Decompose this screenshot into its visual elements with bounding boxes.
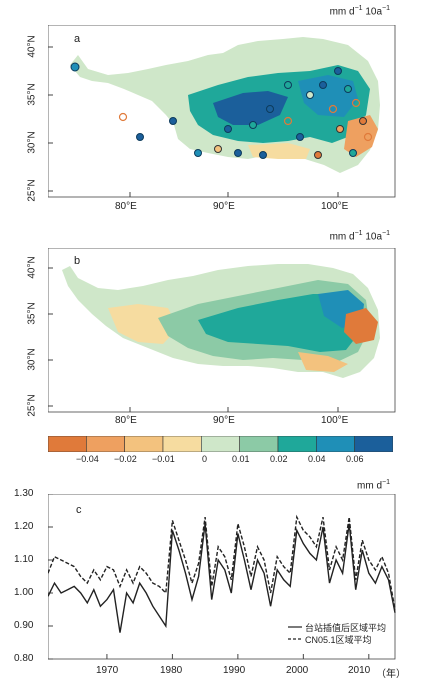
unit-mid: 10a (362, 231, 383, 243)
panel-c-unit: mm d−1 (357, 479, 390, 491)
colorbar-swatch (316, 436, 355, 452)
legend-label: CN05.1区域平均 (305, 634, 372, 645)
colorbar-label: 0.01 (232, 454, 250, 464)
unit-mid: 10a (362, 6, 383, 18)
colorbar-swatch (354, 436, 393, 452)
panel-c-xtick-label: 1990 (223, 665, 246, 676)
colorbar-swatch (162, 436, 202, 452)
decrease-region-light (298, 352, 348, 372)
panel-a-ytick-label: 40°N (26, 35, 38, 58)
colorbar (48, 436, 393, 452)
panel-c-xtick-label: 2010 (348, 665, 371, 676)
panel-b-letter: b (74, 255, 81, 267)
colorbar-swatch (277, 436, 317, 452)
colorbar-label: 0.06 (346, 454, 364, 464)
increase-region-dark (213, 91, 288, 125)
increase-region-blue (198, 294, 360, 352)
unit-text: mm d (329, 6, 355, 18)
panel-a-unit: mm d−1 10a−1 (330, 5, 390, 17)
panel-c-x-unit: （年） (376, 669, 406, 680)
panel-c-ytick-label: 1.10 (14, 554, 34, 565)
unit-exp: −1 (354, 5, 363, 12)
plot-frame (48, 494, 396, 660)
colorbar-label: −0.01 (152, 454, 175, 464)
unit-exp: −1 (382, 479, 390, 486)
colorbar-swatch (48, 436, 87, 452)
colorbar-swatch (201, 436, 240, 452)
panel-b-xtick-label: 90°E (213, 415, 235, 426)
colorbar-swatch (239, 436, 279, 452)
panel-b-ytick-label: 25°N (26, 394, 38, 417)
panel-a-map (48, 25, 396, 198)
panel-b-xtick-label: 100°E (321, 415, 349, 426)
increase-region-dark (298, 75, 358, 117)
station-markers (70, 62, 373, 159)
panel-c-xtick-label: 1970 (96, 665, 119, 676)
panel-a-letter: a (74, 33, 81, 45)
colorbar-label: −0.02 (114, 454, 137, 464)
colorbar-label: 0.02 (270, 454, 288, 464)
panel-a-ytick-label: 30°N (26, 131, 38, 154)
panel-a-ytick-label: 25°N (26, 179, 38, 202)
unit-text: mm d (357, 480, 383, 492)
unit-exp: −1 (382, 5, 390, 12)
panel-a-xtick-label: 90°E (213, 201, 235, 212)
panel-c-letter: c (76, 504, 82, 516)
panel-a-xtick-label: 80°E (115, 201, 137, 212)
colorbar-swatch (124, 436, 164, 452)
colorbar-label: −0.04 (76, 454, 99, 464)
panel-b-ytick-label: 40°N (26, 256, 38, 279)
panel-b-ytick-label: 30°N (26, 348, 38, 371)
unit-exp: −1 (354, 230, 363, 237)
colorbar-swatch (86, 436, 125, 452)
legend-item: 台站插值后区域平均 (288, 621, 386, 633)
panel-b-map (48, 248, 396, 413)
legend-swatch-dashed (288, 638, 302, 640)
panel-c-legend: 台站插值后区域平均 CN05.1区域平均 (288, 621, 386, 645)
panel-c-ytick-label: 0.90 (14, 620, 34, 631)
panel-a-xtick-label: 100°E (321, 201, 349, 212)
decrease-region-orange (344, 308, 378, 344)
series-line-cn05 (48, 514, 396, 610)
colorbar-label: 0 (202, 454, 208, 464)
panel-c-ytick-label: 1.20 (14, 521, 34, 532)
panel-b-ytick-label: 35°N (26, 302, 38, 325)
unit-exp: −1 (382, 230, 390, 237)
panel-c-xtick-label: 1980 (160, 665, 183, 676)
legend-item: CN05.1区域平均 (288, 633, 386, 645)
decrease-region-light (108, 304, 178, 344)
panel-a-ytick-label: 35°N (26, 83, 38, 106)
panel-b-xtick-label: 80°E (115, 415, 137, 426)
panel-c-timeseries (48, 494, 396, 660)
legend-swatch-solid (288, 626, 302, 628)
series-line-station (48, 523, 396, 633)
panel-c-ytick-label: 1.30 (14, 488, 34, 499)
panel-c-ytick-label: 1.00 (14, 587, 34, 598)
panel-c-ytick-label: 0.80 (14, 653, 34, 664)
unit-text: mm d (329, 231, 355, 243)
colorbar-label: 0.04 (308, 454, 326, 464)
panel-b-unit: mm d−1 10a−1 (330, 230, 390, 242)
legend-label: 台站插值后区域平均 (305, 622, 387, 633)
decrease-region-orange (344, 115, 378, 157)
panel-c-xtick-label: 2000 (286, 665, 309, 676)
